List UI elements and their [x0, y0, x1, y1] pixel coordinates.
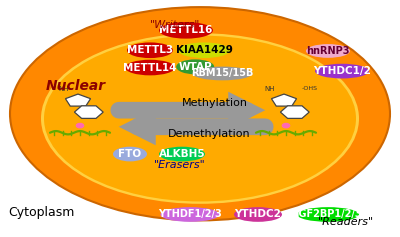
Ellipse shape: [176, 59, 214, 74]
Polygon shape: [280, 106, 309, 118]
Ellipse shape: [125, 60, 175, 75]
Text: FTO: FTO: [118, 149, 142, 159]
Text: Demethylation: Demethylation: [168, 129, 251, 139]
Polygon shape: [66, 94, 90, 106]
Ellipse shape: [178, 42, 230, 58]
Text: KIAA1429: KIAA1429: [176, 45, 232, 55]
Text: ALKBH5: ALKBH5: [159, 149, 205, 159]
Ellipse shape: [306, 44, 350, 58]
Polygon shape: [74, 106, 103, 118]
Ellipse shape: [10, 7, 390, 220]
Polygon shape: [272, 94, 296, 106]
Text: Nuclear: Nuclear: [46, 79, 106, 93]
Text: "Writers": "Writers": [150, 20, 200, 30]
Circle shape: [76, 123, 84, 128]
Text: METTL14: METTL14: [123, 63, 177, 73]
Text: NH: NH: [264, 86, 274, 92]
Ellipse shape: [297, 207, 359, 222]
Ellipse shape: [160, 207, 220, 222]
Text: NH: NH: [58, 86, 68, 92]
Ellipse shape: [41, 33, 359, 204]
Ellipse shape: [159, 147, 205, 161]
Text: YTHDC1/2: YTHDC1/2: [313, 66, 371, 76]
Ellipse shape: [44, 36, 356, 201]
Text: -OHS: -OHS: [302, 86, 318, 91]
Ellipse shape: [159, 22, 213, 39]
Text: METTL3: METTL3: [127, 45, 173, 55]
Text: "Readers": "Readers": [318, 217, 374, 227]
Text: Cytoplasm: Cytoplasm: [8, 206, 74, 219]
Text: METTL16: METTL16: [159, 25, 213, 35]
Ellipse shape: [127, 42, 173, 58]
Ellipse shape: [315, 64, 369, 78]
Text: RBM15/15B: RBM15/15B: [191, 68, 254, 78]
Ellipse shape: [113, 147, 147, 161]
Text: IGF2BP1/2/3: IGF2BP1/2/3: [295, 210, 361, 219]
Text: Methylation: Methylation: [182, 98, 248, 108]
Text: YTHDC2: YTHDC2: [234, 210, 282, 219]
Ellipse shape: [192, 67, 252, 80]
Circle shape: [282, 123, 290, 128]
Text: "Erasers": "Erasers": [154, 160, 206, 170]
Ellipse shape: [234, 207, 282, 222]
Text: YTHDF1/2/3: YTHDF1/2/3: [158, 210, 222, 219]
Text: WTAP: WTAP: [178, 62, 212, 72]
Text: hnRNP3: hnRNP3: [306, 46, 350, 56]
